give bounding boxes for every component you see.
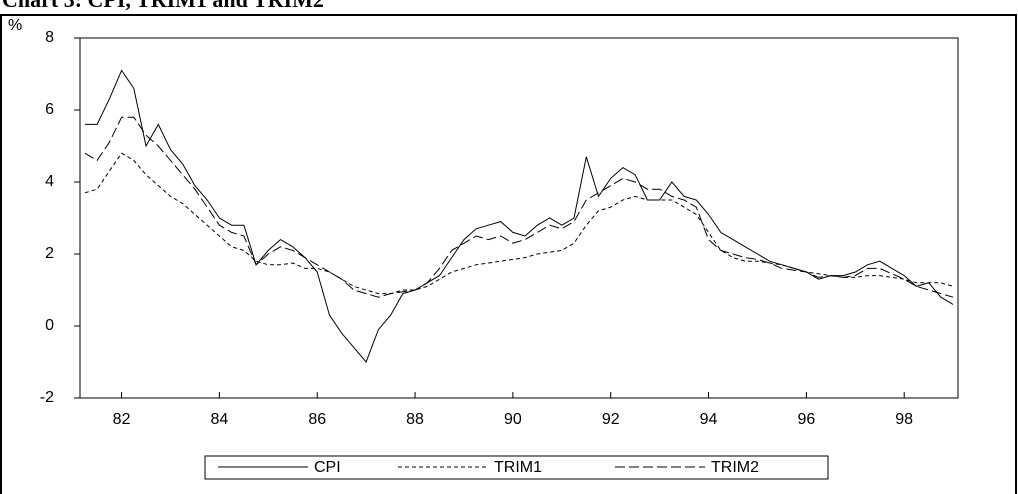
y-tick-label: 2	[45, 245, 54, 262]
y-tick-label: -2	[40, 389, 54, 406]
y-tick-label: 4	[45, 173, 54, 190]
chart-title: Chart 3: CPI, TRIM1 and TRIM2	[2, 0, 324, 12]
y-tick-label: 8	[45, 29, 54, 46]
x-tick-label: 96	[797, 411, 815, 428]
legend	[204, 455, 829, 480]
series-line	[84, 152, 954, 295]
series-line	[84, 116, 954, 298]
series-line	[84, 69, 954, 363]
y-tick-label: 6	[45, 101, 54, 118]
x-tick-label: 98	[895, 411, 913, 428]
x-tick-label: 86	[308, 411, 326, 428]
x-tick-label: 92	[602, 411, 620, 428]
y-tick-label: 0	[45, 317, 54, 334]
x-tick-label: 82	[113, 411, 131, 428]
x-tick-label: 90	[504, 411, 522, 428]
x-tick-label: 84	[211, 411, 229, 428]
legend-label: TRIM2	[711, 459, 759, 476]
y-axis-label: %	[8, 17, 22, 34]
legend-label: TRIM1	[494, 459, 542, 476]
x-tick-label: 88	[406, 411, 424, 428]
x-tick-label: 94	[700, 411, 718, 428]
legend-label: CPI	[314, 459, 341, 476]
plot-area	[79, 37, 959, 399]
